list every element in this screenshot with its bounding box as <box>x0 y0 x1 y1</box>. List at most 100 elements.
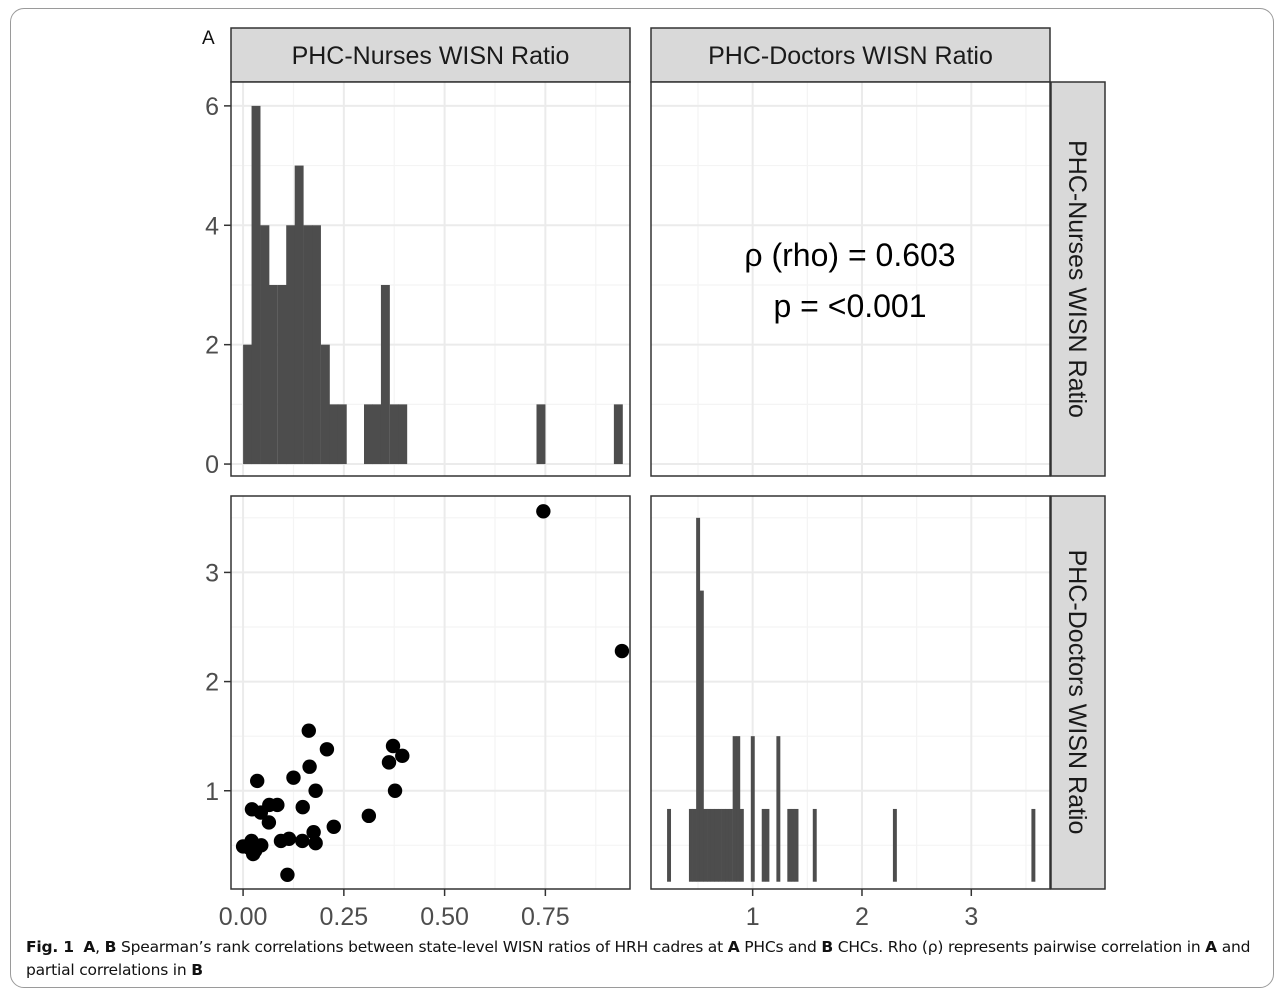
histogram-bar <box>699 590 704 882</box>
histogram-doctors-panel <box>650 495 1051 890</box>
histogram-bar <box>372 404 382 465</box>
y-tick-label: 2 <box>205 332 219 360</box>
strip-row2-label: PHC-Doctors WISN Ratio <box>1063 550 1091 835</box>
scatter-point <box>385 738 401 754</box>
correlation-text-panel <box>650 81 1051 477</box>
histogram-bar <box>750 736 755 882</box>
histogram-bar <box>688 808 693 882</box>
scatter-point <box>261 815 277 830</box>
histogram-bar <box>536 404 546 465</box>
rho-text: ρ (rho) = 0.603 <box>744 237 955 273</box>
histogram-bar <box>790 808 795 882</box>
x-tick-label: 0.75 <box>521 903 570 931</box>
caption-ref: B <box>104 938 117 956</box>
x-tick-label: 0.00 <box>219 903 268 931</box>
strip-col2-box <box>650 27 1051 83</box>
p-value-text: p = <0.001 <box>773 288 926 324</box>
scatter-point <box>395 748 410 764</box>
y-tick-label: 2 <box>205 669 219 697</box>
caption-ref: A <box>727 938 740 956</box>
scatter-point <box>302 759 317 774</box>
axes-layer: 0 2 4 6 1 2 3 0.00 0.25 0.50 0.75 1 2 3 <box>205 93 978 931</box>
scatter-point <box>295 799 310 815</box>
histogram-bar <box>320 344 330 465</box>
histogram-bar <box>398 404 408 465</box>
figure-frame <box>10 8 1274 988</box>
strip-col2-label: PHC-Doctors WISN Ratio <box>708 42 993 70</box>
x-tick-label: 0.50 <box>420 903 469 931</box>
scatter-point <box>361 808 377 824</box>
scatter-point <box>614 643 630 659</box>
y-tick-label: 3 <box>205 559 219 587</box>
histogram-bar <box>277 284 287 465</box>
y-tick-label: 1 <box>205 778 219 806</box>
scatter-point <box>381 755 397 770</box>
figure-canvas: A PHC-Nurses WISN Ratio PHC-Doctors WISN… <box>202 27 1106 931</box>
histogram-bar <box>613 404 623 465</box>
scatter-point <box>306 825 321 840</box>
histogram-bar <box>892 808 897 882</box>
histogram-bar <box>337 404 347 465</box>
histogram-bar <box>243 344 253 465</box>
scatter-point <box>295 833 310 849</box>
panel-border <box>230 495 631 890</box>
scatter-point <box>280 867 295 883</box>
scatter-point <box>249 773 265 789</box>
histogram-bar <box>728 808 733 882</box>
histogram-bar <box>732 736 737 882</box>
caption-ref: B <box>821 938 833 956</box>
scatter-point <box>319 742 335 757</box>
histogram-bar <box>765 808 770 882</box>
histogram-bar <box>303 225 313 465</box>
scatter-point <box>273 833 289 849</box>
histogram-bar <box>329 404 339 465</box>
caption-text: , <box>95 938 105 956</box>
caption-ref: B <box>191 961 203 979</box>
caption-ref: A <box>83 938 96 956</box>
histogram-bar <box>389 404 399 465</box>
histogram-bar <box>707 808 712 882</box>
histogram-bar <box>736 736 741 882</box>
strip-row1-box <box>1050 81 1106 477</box>
caption-text: Spearman’s rank correlations between sta… <box>116 938 728 956</box>
y-tick-label: 0 <box>205 451 219 479</box>
histogram-bar <box>718 808 722 882</box>
histogram-bar <box>294 165 304 465</box>
scatter-point <box>301 723 316 738</box>
histogram-bar <box>667 808 672 882</box>
histogram-bar <box>787 808 792 882</box>
x-tick-label: 0.25 <box>320 903 369 931</box>
histogram-bar <box>714 808 719 882</box>
scatter-point <box>270 797 285 813</box>
y-tick-label: 4 <box>205 212 219 240</box>
histogram-bar <box>710 808 715 882</box>
x-tick-label: 3 <box>964 903 978 931</box>
strip-row1-label: PHC-Nurses WISN Ratio <box>1063 140 1091 418</box>
caption-fig-label: Fig. 1 <box>26 938 74 956</box>
scatter-point <box>387 783 403 798</box>
histogram-bar <box>268 284 278 465</box>
histogram-bar <box>312 225 321 465</box>
histogram-bar <box>692 808 697 882</box>
histogram-bar <box>761 808 766 882</box>
histogram-bar <box>794 808 799 882</box>
scatter-panel <box>230 495 631 890</box>
y-tick-label: 6 <box>205 93 219 121</box>
histogram-bar <box>696 517 701 882</box>
scatter-point <box>326 819 341 834</box>
scatter-point <box>308 783 323 798</box>
histogram-bar <box>286 225 296 465</box>
strip-col1-label: PHC-Nurses WISN Ratio <box>292 42 570 70</box>
histogram-bar <box>260 225 270 465</box>
figure-caption: Fig. 1 A, B Spearman’s rank correlations… <box>26 936 1256 982</box>
histogram-bar <box>776 736 781 882</box>
x-tick-label: 1 <box>746 903 760 931</box>
panel-border <box>650 495 1051 890</box>
panel-border <box>650 81 1051 477</box>
caption-text: PHCs and <box>739 938 822 956</box>
panel-border <box>230 81 631 477</box>
histogram-bar <box>251 105 261 465</box>
scatter-point <box>286 770 301 785</box>
scatter-point <box>245 846 261 862</box>
scatter-point <box>253 805 269 820</box>
